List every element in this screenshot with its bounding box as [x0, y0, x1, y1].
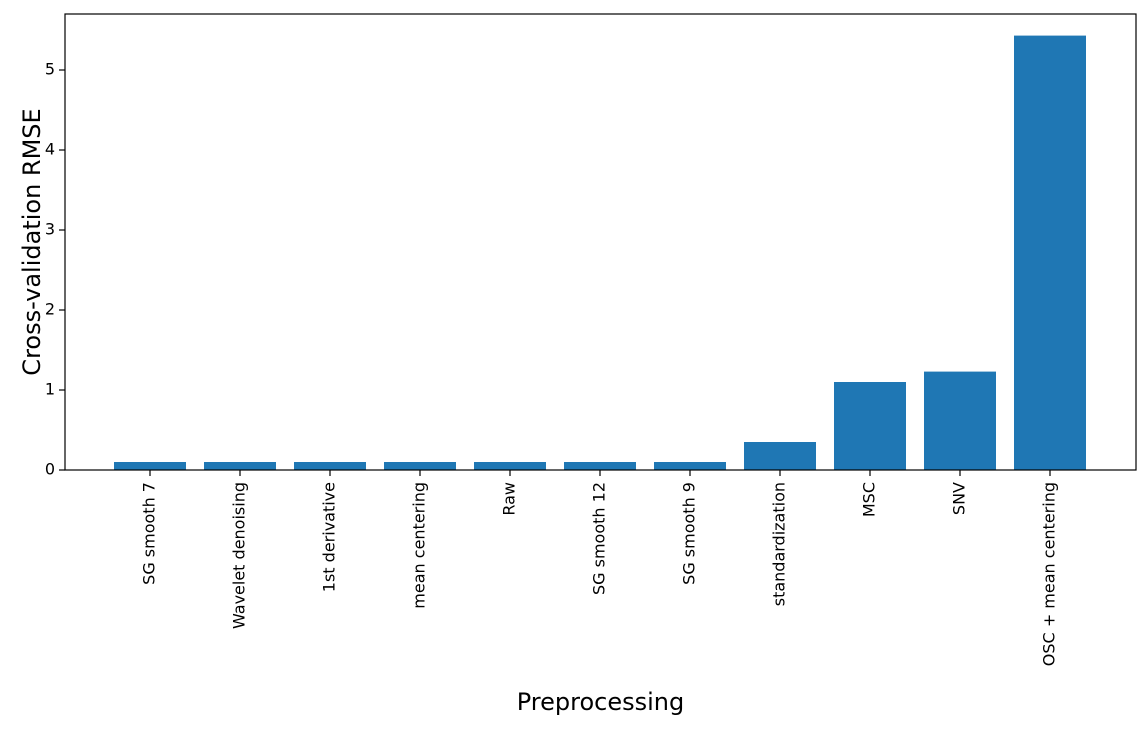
y-tick-label-1: 1	[45, 380, 55, 399]
bar-10	[1014, 35, 1086, 470]
y-tick-label-0: 0	[45, 460, 55, 479]
x-tick-label-1: Wavelet denoising	[230, 482, 249, 629]
x-tick-label-3: mean centering	[410, 482, 429, 609]
x-tick-label-8: MSC	[860, 482, 879, 517]
bars-layer	[114, 35, 1086, 470]
bar-2	[294, 462, 366, 470]
bar-3	[384, 462, 456, 470]
x-axis: SG smooth 7 Wavelet denoising 1st derivati…	[140, 470, 1059, 666]
bar-7	[744, 442, 816, 470]
y-tick-label-5: 5	[45, 60, 55, 79]
x-tick-label-7: standardization	[770, 482, 789, 606]
bar-8	[834, 382, 906, 470]
bar-5	[564, 462, 636, 470]
y-tick-label-3: 3	[45, 220, 55, 239]
x-tick-label-6: SG smooth 9	[680, 482, 699, 585]
bar-1	[204, 462, 276, 470]
x-tick-label-0: SG smooth 7	[140, 482, 159, 585]
x-tick-label-5: SG smooth 12	[590, 482, 609, 595]
bar-6	[654, 462, 726, 470]
y-axis: 0 1 2 3 4 5	[45, 60, 65, 479]
y-tick-label-2: 2	[45, 300, 55, 319]
x-tick-label-9: SNV	[950, 482, 969, 515]
x-tick-label-10: OSC + mean centering	[1040, 482, 1059, 666]
x-axis-title: Preprocessing	[517, 688, 685, 716]
bar-9	[924, 371, 996, 470]
bar-0	[114, 462, 186, 470]
y-axis-title: Cross-validation RMSE	[18, 108, 46, 375]
plot-frame	[64, 13, 1137, 471]
y-tick-label-4: 4	[45, 140, 55, 159]
x-tick-label-2: 1st derivative	[320, 482, 339, 592]
bar-4	[474, 462, 546, 470]
x-tick-label-4: Raw	[500, 482, 519, 516]
